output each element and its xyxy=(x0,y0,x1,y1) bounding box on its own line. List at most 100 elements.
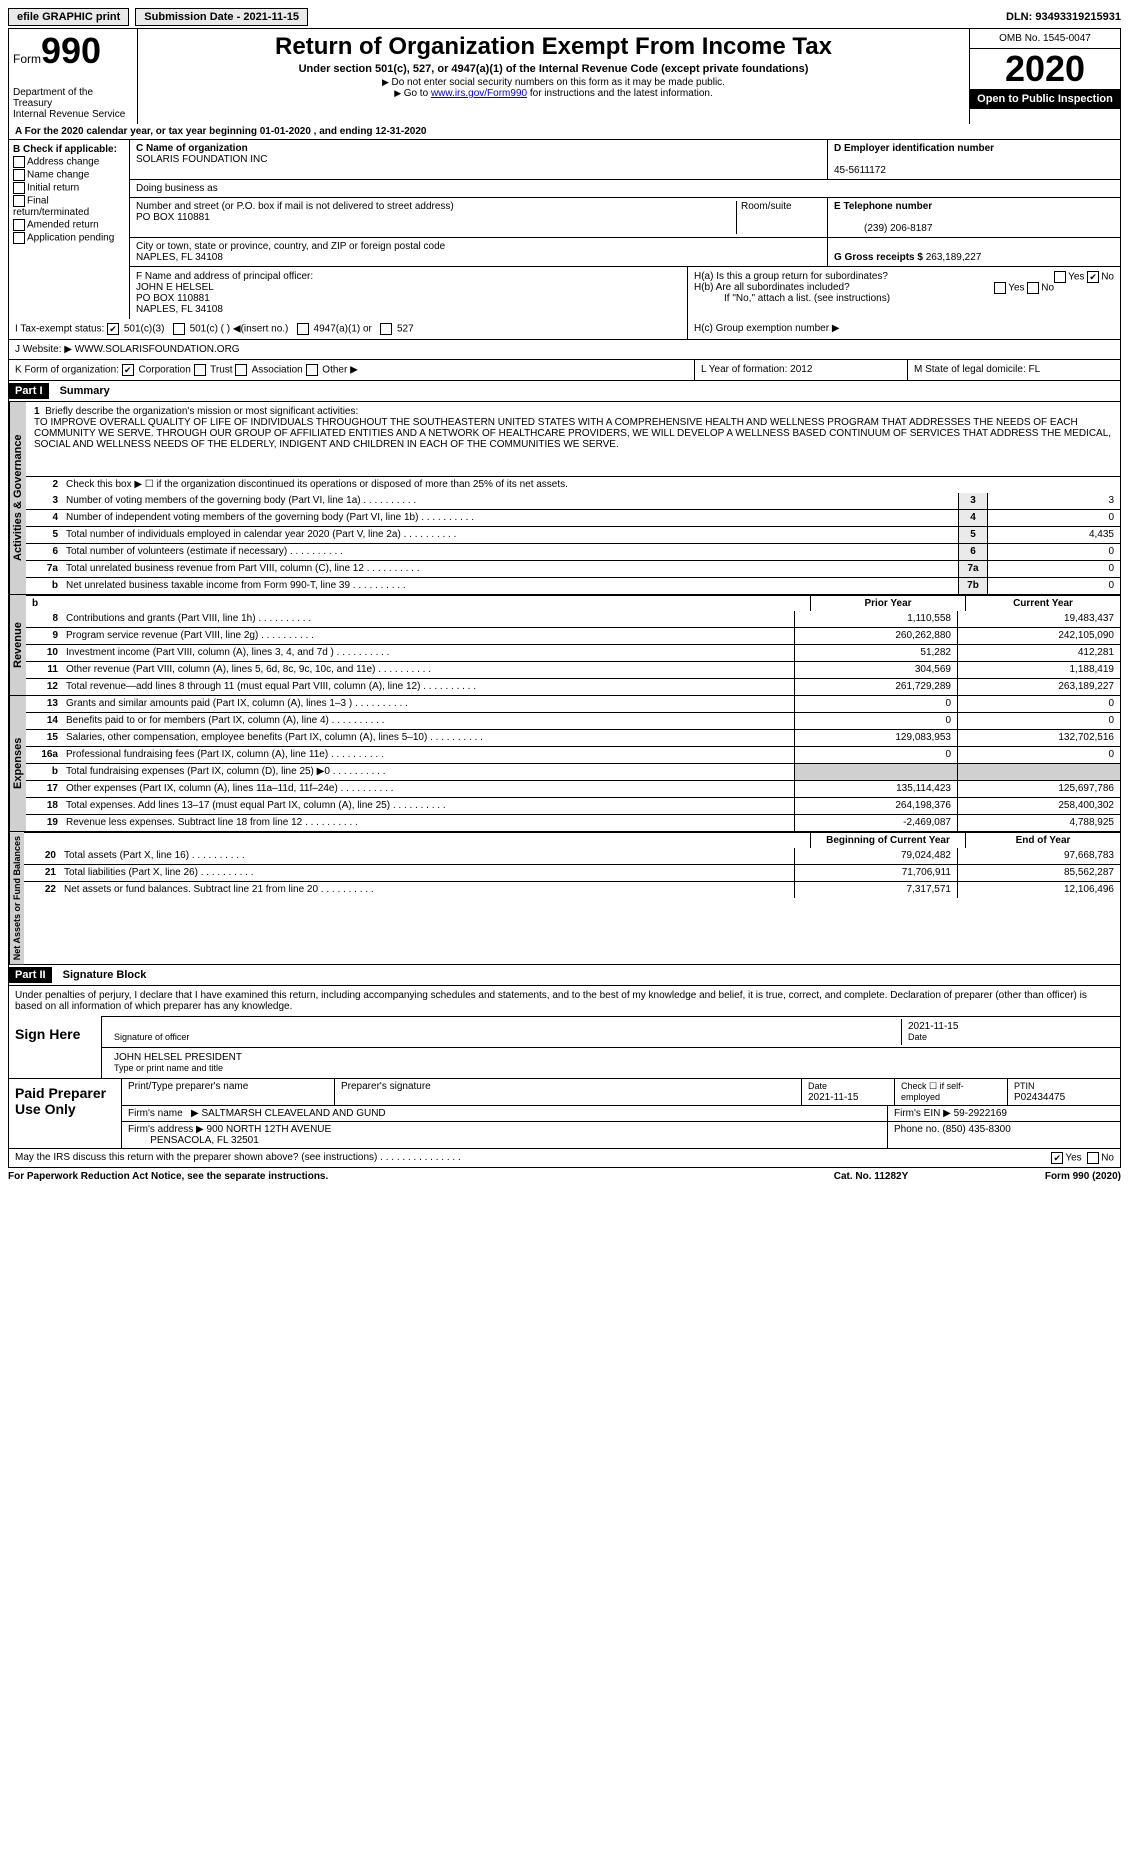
dln-value: 93493319215931 xyxy=(1035,11,1121,23)
cb-association[interactable] xyxy=(235,364,247,376)
cb-527[interactable] xyxy=(380,323,392,335)
tax-status-label: I Tax-exempt status: xyxy=(15,324,104,335)
opt-501c-note: (insert no.) xyxy=(241,324,289,335)
firm-phone-label: Phone no. xyxy=(894,1124,940,1135)
opt-527: 527 xyxy=(397,324,414,335)
hb-no[interactable] xyxy=(1027,282,1039,294)
state-domicile-label: M State of legal domicile: xyxy=(914,364,1029,375)
summary-line: 16aProfessional fundraising fees (Part I… xyxy=(26,746,1120,763)
form-org-label: K Form of organization: xyxy=(15,365,119,376)
side-tab-net-assets: Net Assets or Fund Balances xyxy=(9,832,24,964)
hb-label: H(b) Are all subordinates included? xyxy=(694,282,850,293)
pra-notice: For Paperwork Reduction Act Notice, see … xyxy=(8,1171,771,1182)
subdate-value: 2021-11-15 xyxy=(243,11,299,23)
firm-name-value: SALTMARSH CLEAVELAND AND GUND xyxy=(202,1108,386,1119)
side-tab-governance: Activities & Governance xyxy=(9,402,26,594)
discuss-no[interactable] xyxy=(1087,1152,1099,1164)
prep-date-label: Date xyxy=(808,1081,827,1091)
org-name: SOLARIS FOUNDATION INC xyxy=(136,154,268,165)
hb-yes[interactable] xyxy=(994,282,1006,294)
ein-label: D Employer identification number xyxy=(834,143,994,154)
ptin-value: P02434475 xyxy=(1014,1092,1065,1103)
signature-section: Under penalties of perjury, I declare th… xyxy=(8,986,1121,1149)
row-a-calendar-year: A For the 2020 calendar year, or tax yea… xyxy=(8,124,1121,140)
summary-line: 20Total assets (Part X, line 16)79,024,4… xyxy=(24,848,1120,864)
cb-address-change-label: Address change xyxy=(27,157,99,168)
instructions-note: Go to www.irs.gov/Form990 for instructio… xyxy=(146,88,961,99)
opt-trust: Trust xyxy=(210,365,232,376)
cb-final-return[interactable] xyxy=(13,195,25,207)
city-label: City or town, state or province, country… xyxy=(136,241,445,252)
discuss-no-label: No xyxy=(1101,1153,1114,1164)
type-name-label: Type or print name and title xyxy=(114,1063,223,1073)
opt-association: Association xyxy=(252,365,303,376)
efile-button[interactable]: efile GRAPHIC print xyxy=(8,8,129,26)
col-cdefg: C Name of organization SOLARIS FOUNDATIO… xyxy=(130,140,1120,319)
side-tab-revenue: Revenue xyxy=(9,595,26,695)
summary-line: 21Total liabilities (Part X, line 26)71,… xyxy=(24,864,1120,881)
cat-no: Cat. No. 11282Y xyxy=(771,1171,971,1182)
cb-name-change[interactable] xyxy=(13,169,25,181)
summary-line: 18Total expenses. Add lines 13–17 (must … xyxy=(26,797,1120,814)
cb-501c[interactable] xyxy=(173,323,185,335)
cb-501c3[interactable] xyxy=(107,323,119,335)
firm-city-value: PENSACOLA, FL 32501 xyxy=(150,1135,259,1146)
cb-4947[interactable] xyxy=(297,323,309,335)
org-name-label: C Name of organization xyxy=(136,143,248,154)
summary-line: bTotal fundraising expenses (Part IX, co… xyxy=(26,763,1120,780)
summary-line: 9Program service revenue (Part VIII, lin… xyxy=(26,627,1120,644)
summary-line: 19Revenue less expenses. Subtract line 1… xyxy=(26,814,1120,831)
line2-text: Check this box ▶ ☐ if the organization d… xyxy=(62,477,1120,493)
irs-link[interactable]: www.irs.gov/Form990 xyxy=(431,88,527,99)
ha-no[interactable] xyxy=(1087,271,1099,283)
form-header: Form990 Department of the Treasury Inter… xyxy=(8,28,1121,124)
cb-application-pending-label: Application pending xyxy=(27,233,114,244)
ha-yes[interactable] xyxy=(1054,271,1066,283)
form-label: Form xyxy=(13,52,41,66)
firm-addr-value: 900 NORTH 12TH AVENUE xyxy=(207,1124,332,1135)
cb-corporation[interactable] xyxy=(122,364,134,376)
form-number: 990 xyxy=(41,30,101,71)
website-row: J Website: ▶ WWW.SOLARISFOUNDATION.ORG xyxy=(8,340,1121,360)
hc-label: H(c) Group exemption number xyxy=(694,323,829,334)
sig-officer-label: Signature of officer xyxy=(114,1032,189,1042)
gross-value: 263,189,227 xyxy=(926,252,982,263)
cb-other[interactable] xyxy=(306,364,318,376)
discuss-yes[interactable] xyxy=(1051,1152,1063,1164)
cb-amended-return-label: Amended return xyxy=(27,220,99,231)
summary-line: 14Benefits paid to or for members (Part … xyxy=(26,712,1120,729)
form-subtitle: Under section 501(c), 527, or 4947(a)(1)… xyxy=(146,63,961,75)
col-b-checkboxes: B Check if applicable: Address change Na… xyxy=(9,140,130,319)
cb-amended-return[interactable] xyxy=(13,219,25,231)
current-year-header: Current Year xyxy=(965,596,1120,611)
cb-address-change[interactable] xyxy=(13,156,25,168)
goto-prefix: Go to xyxy=(394,88,431,99)
sig-date-value: 2021-11-15 xyxy=(908,1021,958,1032)
summary-line: 4Number of independent voting members of… xyxy=(26,509,1120,526)
cb-application-pending[interactable] xyxy=(13,232,25,244)
opt-other: Other xyxy=(322,365,347,376)
officer-label: F Name and address of principal officer: xyxy=(136,271,313,282)
ptin-label: PTIN xyxy=(1014,1081,1035,1091)
prior-year-header: Prior Year xyxy=(810,596,965,611)
sign-here-label: Sign Here xyxy=(9,1016,102,1078)
k-l-m-row: K Form of organization: Corporation Trus… xyxy=(8,360,1121,381)
cb-trust[interactable] xyxy=(194,364,206,376)
part2-title: Signature Block xyxy=(55,969,147,981)
discuss-yes-label: Yes xyxy=(1065,1153,1081,1164)
form-footer: Form 990 (2020) xyxy=(971,1171,1121,1182)
summary-line: 11Other revenue (Part VIII, column (A), … xyxy=(26,661,1120,678)
dln: DLN: 93493319215931 xyxy=(1006,11,1121,23)
cb-initial-return[interactable] xyxy=(13,182,25,194)
prep-sig-label: Preparer's signature xyxy=(335,1079,802,1105)
sig-date-label: Date xyxy=(908,1032,927,1042)
part2-header-row: Part II Signature Block xyxy=(8,965,1121,986)
subdate-label: Submission Date - xyxy=(144,11,243,23)
prep-name-label: Print/Type preparer's name xyxy=(122,1079,335,1105)
part2-header: Part II xyxy=(9,967,52,983)
ha-no-label: No xyxy=(1101,272,1114,283)
summary-line: 15Salaries, other compensation, employee… xyxy=(26,729,1120,746)
header-right: OMB No. 1545-0047 2020 Open to Public In… xyxy=(969,29,1120,124)
col-b-header: B Check if applicable: xyxy=(13,144,125,155)
summary-line: 17Other expenses (Part IX, column (A), l… xyxy=(26,780,1120,797)
